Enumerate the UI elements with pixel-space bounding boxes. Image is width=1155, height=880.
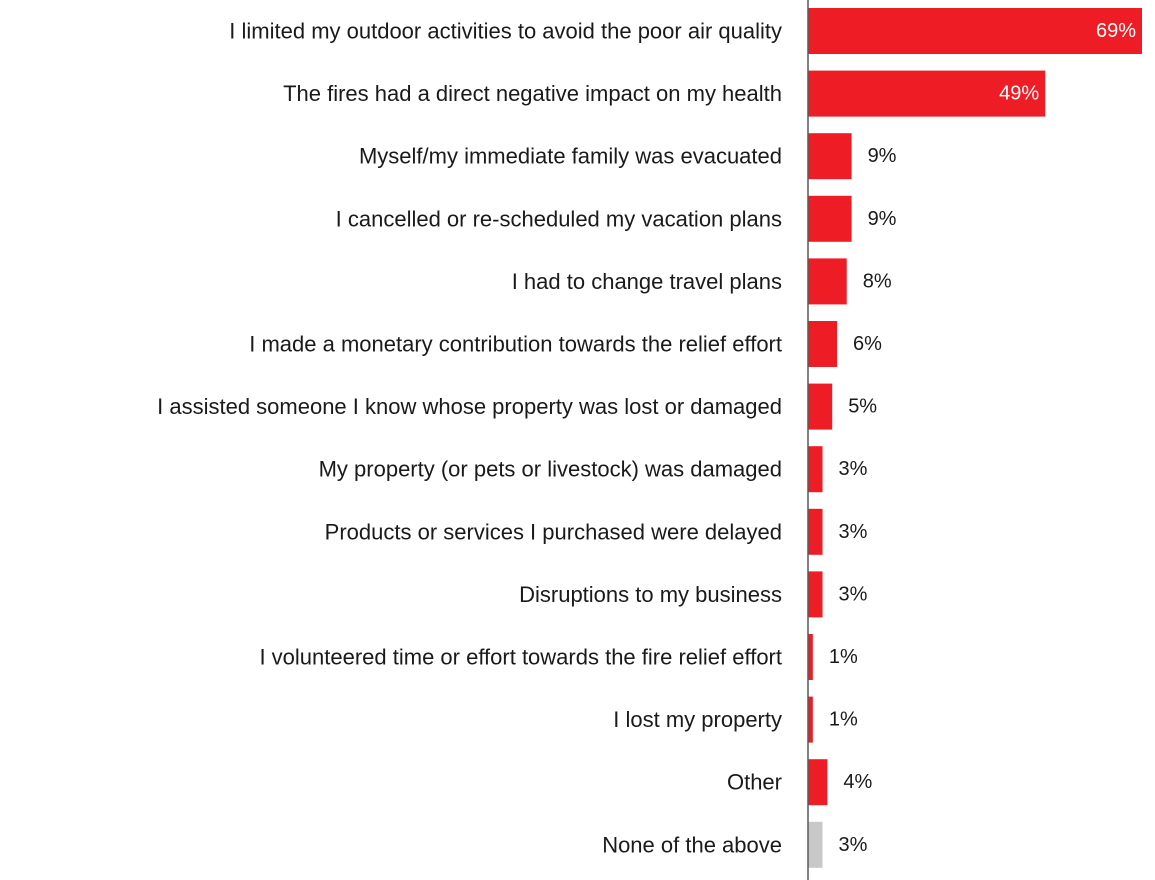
value-label: 1% xyxy=(829,646,858,668)
value-label: 6% xyxy=(853,333,882,355)
bar xyxy=(808,821,823,868)
value-label: 69% xyxy=(1096,20,1136,42)
bar xyxy=(808,696,813,743)
category-label: Other xyxy=(727,770,782,795)
value-label: 3% xyxy=(839,521,868,543)
bar xyxy=(808,8,1142,54)
value-label: 3% xyxy=(839,458,868,480)
value-labels-group: 69% 49% 9% 9% 8% 6% 5% 3% 3% 3% 1% 1% 4% 3% xyxy=(829,20,1136,856)
bar xyxy=(808,508,823,555)
bar xyxy=(808,383,833,430)
category-label: Myself/my immediate family was evacuated xyxy=(359,144,782,169)
bar xyxy=(808,571,823,618)
bar xyxy=(808,195,852,242)
bars-group xyxy=(808,8,1142,868)
value-label: 8% xyxy=(863,270,892,292)
category-labels-group: I limited my outdoor activities to avoid… xyxy=(157,19,782,858)
bar xyxy=(808,759,828,806)
value-label: 1% xyxy=(829,709,858,731)
category-label: Disruptions to my business xyxy=(519,582,782,607)
value-label: 3% xyxy=(839,834,868,856)
category-label: I had to change travel plans xyxy=(512,269,782,294)
bar xyxy=(808,321,838,367)
category-label: I limited my outdoor activities to avoid… xyxy=(229,19,782,44)
category-label: The fires had a direct negative impact o… xyxy=(283,81,782,106)
bar xyxy=(808,258,847,305)
value-label: 5% xyxy=(848,396,877,418)
value-label: 4% xyxy=(843,771,872,793)
category-label: I made a monetary contribution towards t… xyxy=(249,332,782,357)
bar xyxy=(808,133,852,180)
category-label: My property (or pets or livestock) was d… xyxy=(319,457,782,482)
value-label: 49% xyxy=(999,83,1039,105)
value-label: 9% xyxy=(868,145,897,167)
bar xyxy=(808,70,1046,117)
value-label: 9% xyxy=(868,208,897,230)
category-label: I cancelled or re-scheduled my vacation … xyxy=(336,206,782,231)
category-label: I lost my property xyxy=(613,707,782,732)
category-label: I assisted someone I know whose property… xyxy=(157,394,782,419)
category-label: I volunteered time or effort towards the… xyxy=(259,645,782,670)
category-label: None of the above xyxy=(602,832,782,857)
bar xyxy=(808,634,813,680)
bar xyxy=(808,446,823,493)
value-label: 3% xyxy=(839,583,868,605)
category-label: Products or services I purchased were de… xyxy=(325,519,782,544)
